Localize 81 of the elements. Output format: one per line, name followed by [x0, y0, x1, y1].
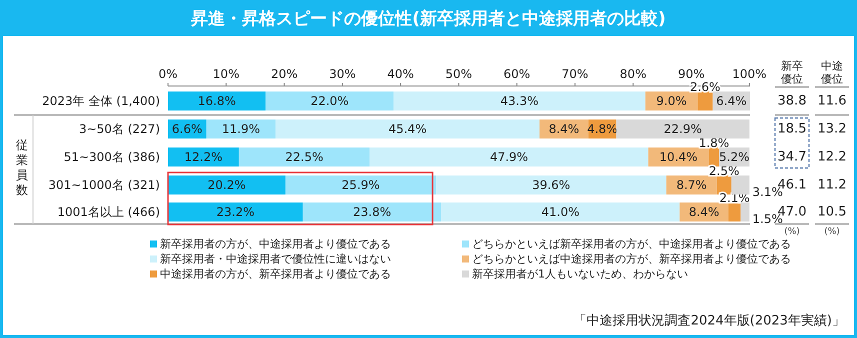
data-label: 8.4% [688, 205, 720, 219]
data-label: 39.6% [532, 178, 570, 192]
data-label: 43.3% [500, 94, 539, 108]
data-label: 1.8% [698, 136, 730, 150]
text: (%) [824, 227, 840, 237]
data-label: 16.8% [198, 94, 236, 108]
data-label: 12.2% [184, 150, 223, 164]
y-tick-label: 51~300名 (386) [64, 150, 160, 164]
x-tick-label: 50% [445, 67, 472, 81]
text: 12.2 [818, 150, 846, 164]
bar [168, 202, 303, 222]
data-label: 45.4% [388, 122, 427, 136]
bar [285, 176, 436, 194]
data-label: 6.6% [172, 122, 202, 136]
data-label: 9.0% [656, 94, 687, 108]
bar [168, 92, 266, 110]
y-tick-label: 2023年 全体 (1,400) [42, 94, 160, 108]
y-tick-label: 3~50名 (227) [78, 122, 160, 136]
y-tick-label: 301~1000名 (321) [48, 178, 160, 192]
text: (%) [784, 227, 800, 237]
bar [238, 148, 370, 166]
x-tick-label: 30% [329, 67, 356, 81]
y-tick-label: 1001名以上 (466) [57, 205, 160, 219]
bar [394, 92, 646, 110]
bar [266, 92, 394, 110]
x-tick-label: 40% [387, 67, 414, 81]
x-tick-label: 80% [620, 67, 646, 81]
data-label: 23.8% [353, 205, 392, 219]
data-label: 41.0% [541, 205, 580, 219]
text: 「中途採用状況調査2024年版(2023年実績)」 [574, 312, 845, 328]
text: 38.8 [778, 94, 806, 108]
data-label: 10.4% [659, 150, 698, 164]
text: 11.2 [818, 178, 846, 192]
text: 34.7 [778, 150, 806, 164]
bar [302, 202, 442, 222]
bar [436, 176, 666, 194]
x-tick-label: 20% [270, 67, 298, 81]
text: 新卒優位 [781, 60, 803, 86]
text: 18.5 [778, 122, 806, 136]
data-label: 25.9% [342, 178, 380, 192]
legend-label: 新卒採用者が1人もいないため、わからない [472, 268, 688, 280]
text: 中途優位 [821, 60, 843, 86]
data-label: 11.9% [222, 122, 260, 136]
x-tick-label: 70% [562, 67, 588, 81]
x-tick-label: 100% [732, 67, 767, 81]
bar [740, 202, 750, 222]
bar [168, 148, 239, 166]
data-label: 6.4% [716, 94, 747, 108]
bar [276, 120, 540, 138]
x-tick-label: 10% [212, 67, 240, 81]
bar [728, 202, 741, 222]
data-label: 8.4% [548, 122, 580, 136]
data-label: 20.2% [208, 178, 246, 192]
x-tick-label: 60% [504, 67, 530, 81]
data-label: 2.5% [708, 164, 740, 178]
bar [168, 176, 286, 194]
text: 13.2 [818, 122, 846, 136]
data-label: 8.7% [676, 178, 707, 192]
bar [616, 120, 750, 138]
legend-label: 新卒採用者・中途採用者で優位性に違いはない [160, 252, 391, 266]
bar [731, 176, 750, 194]
bar [441, 202, 680, 222]
x-tick-label: 0% [158, 67, 178, 81]
data-label: 2.6% [690, 80, 720, 94]
data-label: 5.2% [719, 150, 750, 164]
x-tick-label: 90% [678, 67, 705, 81]
legend-label: どちらかといえば中途採用者の方が、新卒採用者より優位である [472, 252, 791, 266]
text: 11.6 [818, 94, 846, 108]
bar [370, 148, 648, 166]
legend-label: どちらかといえば新卒採用者の方が、中途採用者より優位である [472, 238, 791, 250]
chart-title: 昇進・昇格スピードの優位性(新卒採用者と中途採用者の比較) [190, 9, 666, 29]
data-label: 47.9% [490, 150, 528, 164]
legend-label: 新卒採用者の方が、中途採用者より優位である [160, 238, 391, 250]
data-label: 23.2% [216, 205, 255, 219]
text: 従業員数 [16, 138, 28, 197]
bar [698, 92, 713, 110]
data-label: 22.9% [664, 122, 702, 136]
text: 10.5 [818, 204, 846, 220]
data-label: 22.0% [310, 94, 349, 108]
legend-label: 中途採用者の方が、新卒採用者より優位である [160, 268, 391, 280]
data-label: 22.5% [285, 150, 324, 164]
